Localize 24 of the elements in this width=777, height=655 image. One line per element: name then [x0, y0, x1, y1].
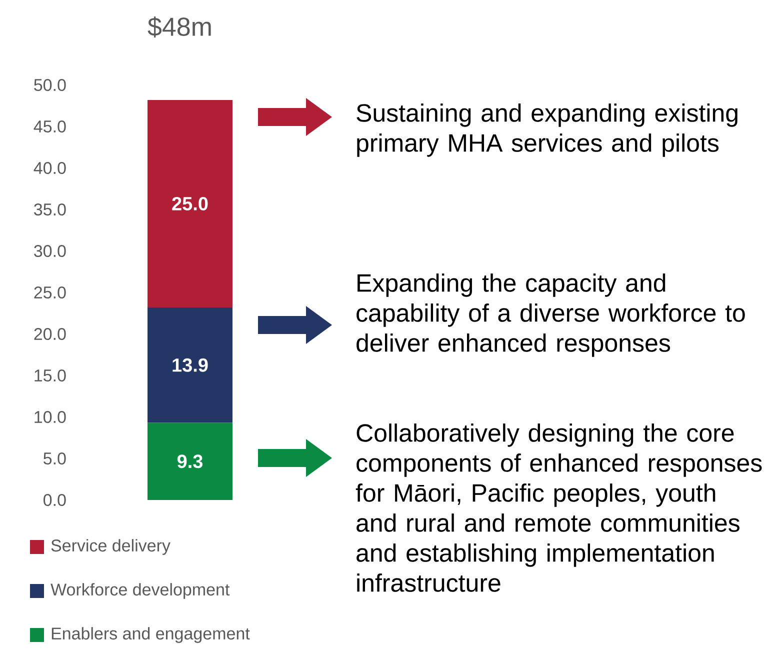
y-tick-label: 40.0: [34, 162, 66, 174]
y-tick-label: 20.0: [34, 328, 66, 340]
bar: [148, 100, 233, 308]
chart-title: $48m: [148, 16, 211, 38]
bar: [148, 422, 233, 500]
text: Expanding the capacity and capability of a diverse workforce to deliver enhanced responses: [356, 274, 745, 357]
y-tick-label: 50.0: [34, 78, 66, 92]
text: Sustaining and expanding existing primary MHA services and pilots: [356, 104, 738, 157]
data-label: 13.9: [172, 358, 208, 372]
data-label: 9.3: [177, 454, 203, 468]
y-tick-label: 5.0: [44, 452, 66, 465]
legend-label: Service delivery: [51, 539, 170, 555]
y-tick-label: 0.0: [44, 494, 66, 506]
bar: [148, 307, 233, 423]
y-tick-label: 25.0: [34, 286, 66, 299]
y-tick-label: 35.0: [34, 203, 66, 216]
y-tick-label: 30.0: [34, 244, 66, 258]
y-tick-label: 15.0: [34, 369, 66, 382]
text: Collaboratively designing the core components of enhanced responses for Māori, Pacific peoples, youth and rural and remote communities and establishing implementation infrastructure: [356, 424, 762, 592]
legend-label: Workforce development: [50, 583, 230, 599]
data-label: 25.0: [172, 196, 208, 210]
y-tick-label: 10.0: [34, 410, 66, 424]
legend-label: Enablers and engagement: [52, 627, 250, 643]
y-tick-label: 45.0: [34, 120, 66, 133]
